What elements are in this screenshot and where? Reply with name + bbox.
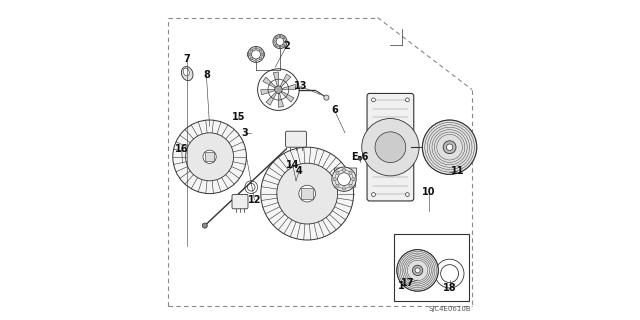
Ellipse shape	[181, 67, 193, 81]
Circle shape	[259, 58, 261, 60]
Circle shape	[275, 37, 277, 39]
Circle shape	[349, 184, 352, 188]
Circle shape	[415, 268, 420, 273]
Circle shape	[351, 178, 355, 181]
Polygon shape	[260, 90, 275, 95]
Polygon shape	[282, 84, 296, 90]
Circle shape	[333, 178, 337, 181]
Circle shape	[261, 147, 354, 240]
Circle shape	[186, 133, 234, 181]
Circle shape	[279, 46, 281, 48]
Text: 12: 12	[248, 195, 261, 205]
Circle shape	[371, 193, 375, 196]
Circle shape	[251, 49, 253, 51]
Circle shape	[248, 46, 264, 62]
Circle shape	[362, 118, 419, 176]
Text: 11: 11	[451, 166, 465, 176]
Polygon shape	[266, 92, 276, 105]
Circle shape	[397, 250, 438, 291]
Circle shape	[299, 185, 316, 202]
Text: 10: 10	[422, 187, 436, 197]
Text: E-6: E-6	[351, 152, 369, 162]
Text: 13: 13	[294, 81, 308, 92]
Circle shape	[173, 120, 246, 194]
Text: 1: 1	[398, 281, 405, 292]
FancyBboxPatch shape	[367, 93, 414, 201]
Circle shape	[337, 170, 353, 186]
Polygon shape	[278, 93, 284, 107]
Circle shape	[336, 171, 339, 174]
Polygon shape	[263, 77, 276, 88]
Circle shape	[279, 35, 281, 37]
Circle shape	[349, 171, 352, 174]
Text: 4: 4	[296, 166, 303, 176]
Bar	[394, 234, 468, 301]
Circle shape	[275, 44, 277, 46]
Circle shape	[338, 173, 351, 186]
Circle shape	[203, 150, 216, 164]
Circle shape	[202, 223, 207, 228]
Circle shape	[336, 184, 339, 188]
Circle shape	[422, 120, 477, 174]
Text: 15: 15	[232, 112, 245, 122]
Bar	[301, 188, 313, 199]
Text: 2: 2	[283, 41, 290, 52]
Circle shape	[255, 60, 257, 62]
Polygon shape	[281, 91, 294, 102]
Circle shape	[259, 49, 261, 51]
Circle shape	[342, 168, 346, 172]
Circle shape	[447, 144, 453, 150]
Circle shape	[324, 95, 329, 100]
Circle shape	[252, 50, 260, 59]
Text: 18: 18	[443, 283, 456, 293]
Circle shape	[255, 47, 257, 49]
Circle shape	[358, 156, 362, 160]
Circle shape	[406, 193, 410, 196]
Polygon shape	[273, 72, 278, 86]
Polygon shape	[334, 168, 357, 187]
Text: 7: 7	[184, 54, 191, 64]
Circle shape	[283, 44, 285, 46]
Bar	[205, 152, 214, 161]
Text: 16: 16	[175, 144, 189, 154]
Circle shape	[375, 132, 406, 163]
Text: 17: 17	[401, 278, 415, 288]
Circle shape	[273, 35, 287, 49]
Circle shape	[276, 38, 284, 45]
Polygon shape	[280, 74, 291, 87]
Circle shape	[274, 41, 275, 43]
Circle shape	[406, 98, 410, 102]
Text: 6: 6	[331, 105, 338, 116]
Text: 8: 8	[203, 70, 210, 80]
Circle shape	[251, 58, 253, 60]
Circle shape	[277, 163, 338, 224]
Circle shape	[371, 98, 375, 102]
Text: SJC4E0610B: SJC4E0610B	[428, 306, 471, 312]
FancyBboxPatch shape	[232, 195, 248, 209]
Circle shape	[444, 141, 456, 154]
Circle shape	[261, 53, 263, 55]
Circle shape	[249, 53, 251, 55]
Circle shape	[275, 86, 282, 93]
Text: 3: 3	[241, 128, 248, 138]
Circle shape	[413, 265, 423, 276]
Circle shape	[285, 41, 286, 43]
Circle shape	[332, 167, 356, 191]
Text: 14: 14	[286, 160, 300, 170]
Ellipse shape	[183, 68, 189, 76]
FancyBboxPatch shape	[285, 131, 307, 147]
Circle shape	[283, 37, 285, 39]
Circle shape	[342, 187, 346, 190]
